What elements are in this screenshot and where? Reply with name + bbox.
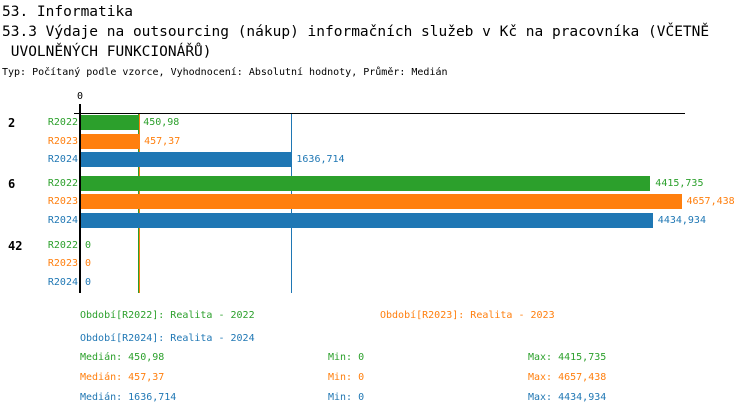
zero-tick-label: 0 <box>76 91 84 102</box>
median-line-r2022 <box>137 113 139 293</box>
row-label-r2023: R2023 <box>47 135 78 147</box>
chart-title-line2: UVOLNĚNÝCH FUNKCIONÁŘŮ) <box>2 44 212 60</box>
bar-r2024-2 <box>81 152 292 167</box>
category-label: 2 <box>8 116 16 130</box>
stat-max-r2022: Max: 4415,735 <box>528 352 607 363</box>
bar-value-label: 457,37 <box>144 135 181 147</box>
stat-median-r2024: Medián: 1636,714 <box>80 392 177 403</box>
stat-max-r2024: Max: 4434,934 <box>528 392 607 403</box>
legend-r2022: Období[R2022]: Realita - 2022 <box>80 310 255 321</box>
row-label-r2022: R2022 <box>47 239 78 251</box>
bar-value-label: 0 <box>85 276 92 288</box>
row-label-r2024: R2024 <box>47 154 78 165</box>
row-label-r2022: R2022 <box>47 117 78 128</box>
bar-value-label: 1636,714 <box>296 154 345 165</box>
stat-max-r2023: Max: 4657,438 <box>528 372 607 383</box>
bar-value-label: 450,98 <box>143 117 180 128</box>
stat-min-r2024: Min: 0 <box>328 392 365 403</box>
bar-value-label: 4415,735 <box>655 177 704 189</box>
row-label-r2022: R2022 <box>47 177 78 189</box>
stat-median-r2023: Medián: 457,37 <box>80 372 165 383</box>
row-label-r2023: R2023 <box>47 196 78 207</box>
legend-r2023: Období[R2023]: Realita - 2023 <box>380 310 555 321</box>
report-section-title: 53. Informatika <box>2 4 133 20</box>
category-label: 42 <box>8 238 23 253</box>
row-label-r2023: R2023 <box>47 258 78 269</box>
row-label-r2024: R2024 <box>47 214 78 226</box>
stat-min-r2022: Min: 0 <box>328 352 365 363</box>
chart-title-line1: 53.3 Výdaje na outsourcing (nákup) infor… <box>2 24 710 40</box>
bar-r2022-6 <box>81 175 651 191</box>
x-axis-line <box>74 113 685 114</box>
bar-r2023-2 <box>81 133 140 149</box>
bar-r2024-6 <box>81 212 653 228</box>
chart-meta-line: Typ: Počítaný podle vzorce, Vyhodnocení:… <box>2 67 448 78</box>
bar-r2022-2 <box>81 115 139 130</box>
stat-median-r2022: Medián: 450,98 <box>80 352 165 363</box>
bar-value-label: 0 <box>85 258 92 269</box>
bar-value-label: 4657,438 <box>686 196 735 207</box>
stat-min-r2023: Min: 0 <box>328 372 365 383</box>
row-label-r2024: R2024 <box>47 276 78 288</box>
median-line-r2024 <box>290 113 292 293</box>
y-axis-line <box>79 104 81 293</box>
bar-value-label: 0 <box>85 239 92 251</box>
legend-r2024: Období[R2024]: Realita - 2024 <box>80 333 255 344</box>
median-line-r2023 <box>138 113 140 293</box>
bar-r2023-6 <box>81 194 682 209</box>
bar-value-label: 4434,934 <box>657 214 706 226</box>
category-label: 6 <box>8 176 16 191</box>
